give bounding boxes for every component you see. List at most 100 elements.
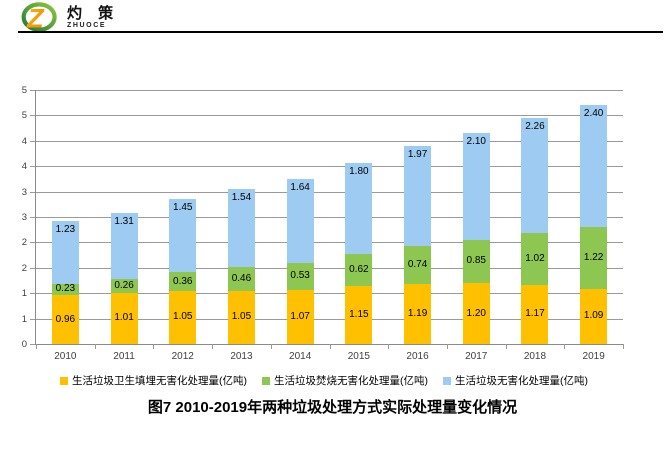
bar-segment-total [227,189,255,268]
bar-segment-landfill [169,290,197,344]
bar-segment-total [580,104,608,227]
gridline [36,293,623,295]
y-axis-tick-label: 3 [21,186,27,198]
gridline [36,140,623,142]
gridline [36,90,623,91]
y-axis-tick-label: 5 [21,85,27,96]
brand-name-en: ZHUOCE [67,22,107,30]
gridline [36,217,623,218]
x-axis-category-label: 2012 [171,351,194,362]
y-axis-tick-label: 2 [21,262,27,274]
bar-value-label: 1.07 [290,310,310,322]
gridline [36,242,623,244]
bar-value-label: 1.20 [466,307,486,319]
y-axis-tick [30,166,35,168]
y-axis-tick [30,267,35,269]
bar-value-label: 1.19 [407,307,428,319]
bar-value-label: 1.31 [114,215,134,227]
x-axis-tick [36,344,37,349]
bar-value-label: 0.53 [290,270,310,282]
legend-item-landfill: 生活垃圾卫生填埋无害化处理量(亿吨) [60,373,247,388]
bar-segment-landfill [462,283,490,344]
bar-segment-landfill [345,285,373,344]
bar-segment-incineration [51,283,79,296]
y-axis-tick [30,90,35,91]
bar-segment-landfill [110,292,138,344]
bar-segment-landfill [404,283,432,344]
x-axis-tick [212,344,214,349]
bar-segment-incineration [521,232,549,285]
legend-swatch-icon [262,376,270,385]
legend-label: 生活垃圾卫生填埋无害化处理量(亿吨) [72,375,247,387]
bar-value-label: 1.09 [583,310,604,322]
y-axis-tick [30,344,35,345]
bar-segment-total [169,198,197,273]
bar-segment-incineration [462,239,490,284]
bar-value-label: 1.54 [231,192,252,204]
bar-value-label: 0.46 [231,272,252,284]
chart-title: 图7 2010-2019年两种垃圾处理方式实际处理量变化情况 [147,399,518,416]
bar-segment-incineration [110,279,138,293]
y-axis-tick [30,115,35,117]
bar-segment-incineration [286,262,314,290]
x-axis-line [35,344,623,345]
bar-value-label: 0.36 [173,275,193,287]
bar-segment-total [51,221,79,284]
y-axis-tick [30,191,35,193]
gridline [36,267,623,269]
bar-value-label: 0.23 [55,283,76,295]
bar-segment-landfill [521,284,549,344]
bar-value-label: 0.85 [466,255,486,267]
bar-value-label: 2.40 [583,107,604,119]
bar-value-label: 1.15 [349,308,369,320]
bar-value-label: 0.26 [114,280,134,292]
svg-text:Z: Z [26,2,45,32]
bar-segment-landfill [580,288,608,344]
bar-value-label: 0.74 [407,258,428,270]
legend-swatch-icon [443,376,451,385]
bar-segment-incineration [580,226,608,289]
legend-label: 生活垃圾无害化处理量(亿吨) [455,375,588,387]
gridline [36,318,623,320]
x-axis-tick [94,344,96,349]
y-axis-tick [30,318,35,320]
bar-value-label: 1.01 [114,312,134,324]
bar-value-label: 2.10 [466,136,486,148]
bar-segment-total [345,162,373,255]
bar-value-label: 1.22 [583,251,604,263]
bar-segment-total [462,133,490,240]
x-axis-category-label: 2018 [523,351,547,362]
bar-value-label: 2.26 [525,120,545,132]
bar-segment-landfill [286,289,314,344]
x-axis-category-label: 2015 [347,351,370,362]
chart-legend: 生活垃圾卫生填埋无害化处理量(亿吨) 生活垃圾焚烧无害化处理量(亿吨) 生活垃圾无害… [60,373,588,388]
bar-segment-total [110,212,138,280]
bar-value-label: 1.80 [349,165,369,177]
x-axis-tick [623,344,624,349]
x-axis-tick [446,344,448,349]
y-axis-tick [30,217,35,218]
x-axis-tick [153,344,155,349]
bar-segment-landfill [51,295,79,344]
brand-name-cn: 灼 策 [67,4,120,22]
y-axis-tick-label: 5 [21,110,27,122]
y-axis-tick-label: 0 [21,339,27,350]
bar-value-label: 1.45 [173,201,193,213]
bar-segment-total [404,145,432,246]
y-axis-tick-label: 1 [21,288,27,300]
gridline [36,115,623,117]
bar-segment-landfill [227,290,255,344]
y-axis-tick-label: 3 [21,212,27,223]
x-axis-tick [505,344,507,349]
bar-value-label: 1.97 [407,148,428,160]
x-axis-tick [564,344,566,349]
bar-value-label: 0.62 [349,263,369,275]
bar-value-label: 1.23 [55,224,76,236]
bar-segment-incineration [227,267,255,291]
gridline [36,191,623,193]
x-axis-tick [329,344,331,349]
bar-segment-incineration [169,272,197,291]
x-axis-category-label: 2011 [113,351,135,362]
legend-swatch-icon [60,376,68,385]
